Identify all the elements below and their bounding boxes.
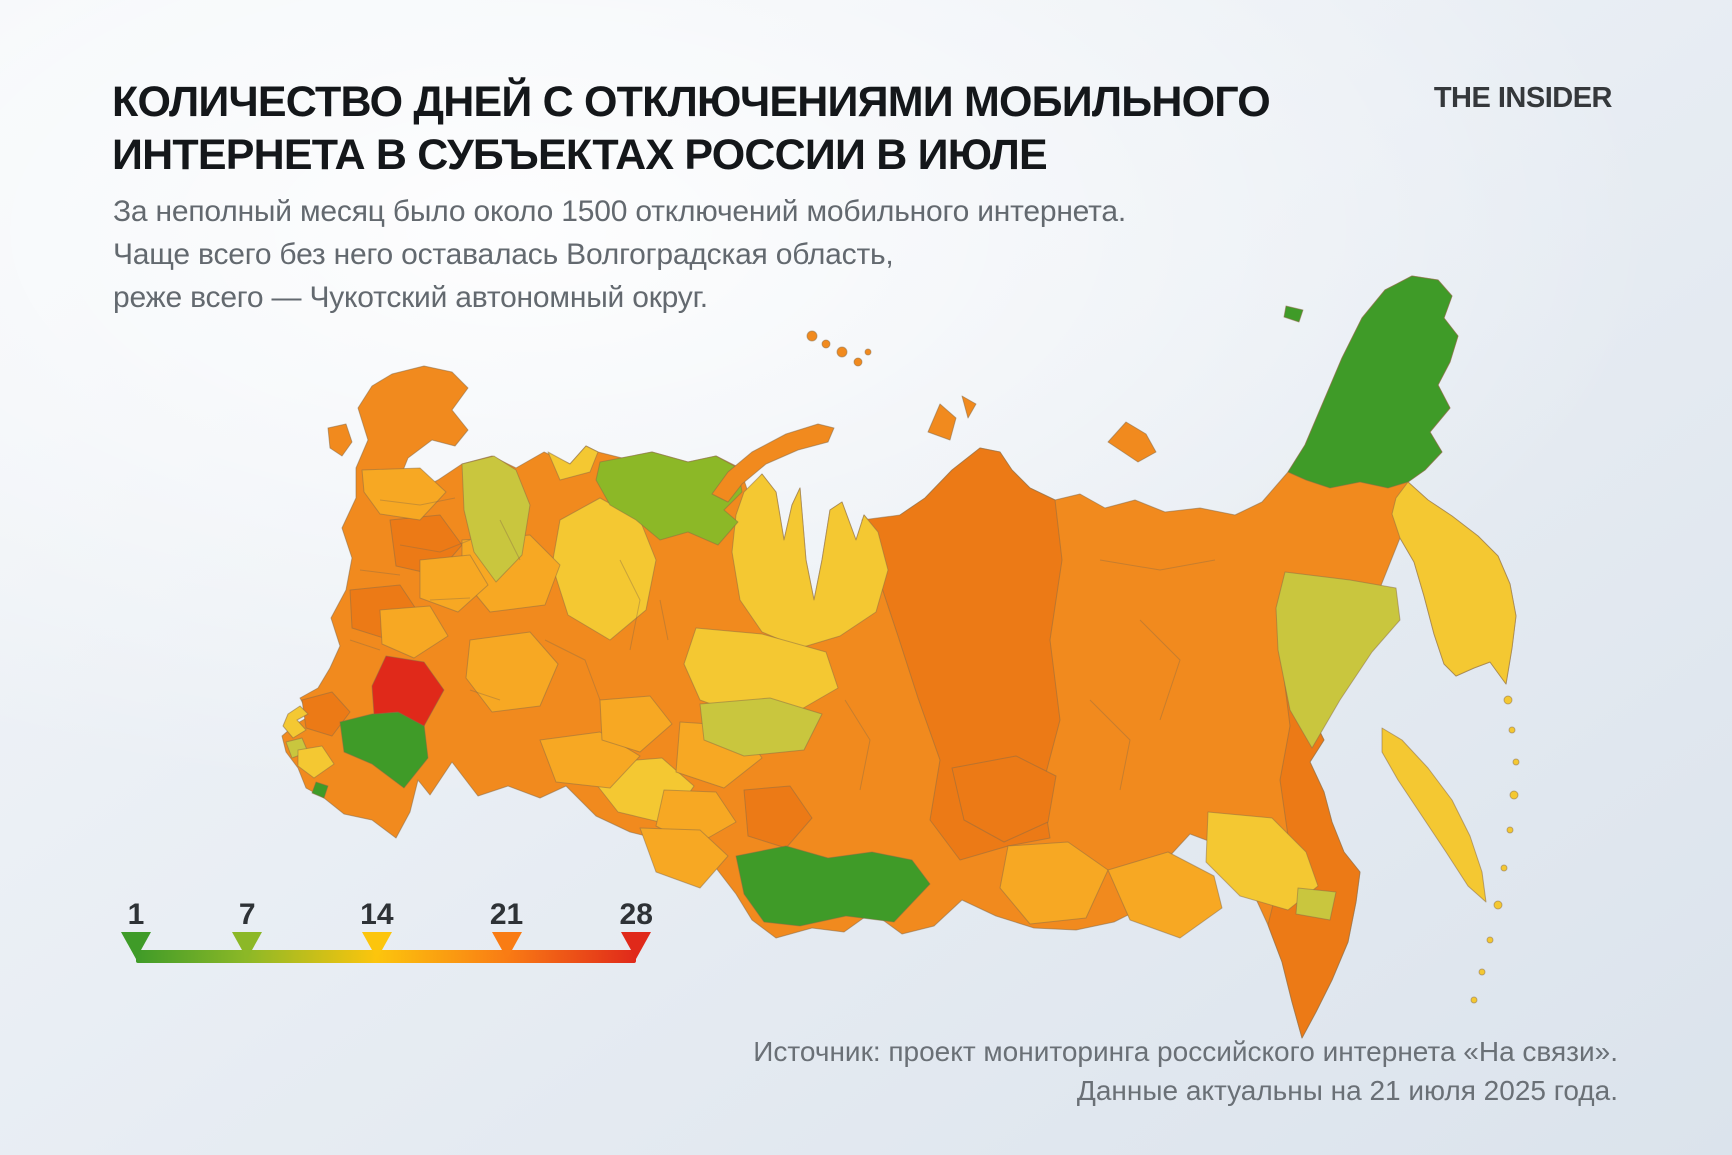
subtitle-line2: Чаще всего без него оставалась Волгоград…	[113, 238, 894, 271]
island-wrangel	[1283, 305, 1304, 323]
legend-marker-triangle	[361, 932, 392, 959]
region-volga	[465, 631, 559, 713]
subtitle: За неполный месяц было около 1500 отключ…	[113, 190, 1126, 319]
region-altai-tyva	[735, 845, 931, 927]
legend-value: 1	[127, 898, 145, 931]
page-title-line2: ИНТЕРНЕТА В СУБЪЕКТАХ РОССИИ В ИЮЛЕ	[112, 131, 1048, 179]
region-arkhangelsk-coast	[547, 445, 599, 481]
region-zabaikalsky	[1107, 851, 1223, 939]
region-volgograd	[371, 655, 445, 727]
region-border-lines	[349, 497, 1216, 791]
source-note: Источник: проект мониторинга российского…	[753, 1032, 1618, 1110]
islands-kurils	[1470, 695, 1520, 1004]
the-insider-logo: THE INSIDER	[1433, 82, 1613, 114]
legend-value: 28	[619, 898, 653, 931]
region-khabarovsk	[1267, 639, 1361, 1039]
region-tomsk	[699, 697, 823, 757]
region-orenburg	[539, 731, 641, 789]
source-line2: Данные актуальны на 21 июля 2025 года.	[1076, 1075, 1618, 1106]
region-tver-patch	[419, 554, 489, 613]
region-chukotka	[1287, 275, 1459, 489]
region-saratov-patch	[379, 605, 449, 659]
legend-value: 7	[238, 898, 256, 931]
island-crimea	[282, 705, 309, 739]
region-altai-krai	[639, 827, 729, 889]
legend-value: 21	[489, 898, 524, 931]
source-line1: Источник: проект мониторинга российского…	[753, 1036, 1618, 1067]
region-leningrad	[361, 467, 447, 521]
region-kamchatka	[1391, 481, 1517, 685]
legend-marker-triangle	[121, 932, 151, 959]
island-severnaya-zemlya	[927, 395, 977, 441]
islands-franz-josef	[806, 330, 872, 367]
region-stavropol-yellow	[297, 745, 335, 779]
subtitle-line3: реже всего — Чукотский автономный округ.	[113, 281, 708, 314]
page-title-line1: КОЛИЧЕСТВО ДНЕЙ С ОТКЛЮЧЕНИЯМИ МОБИЛЬНОГ…	[112, 78, 1271, 126]
region-irkutsk	[951, 755, 1057, 843]
region-kemerovo	[743, 785, 813, 849]
island-kaliningrad	[327, 423, 353, 457]
island-new-siberian	[1107, 421, 1157, 463]
region-buryatia	[999, 841, 1109, 925]
island-novaya-zemlya	[711, 423, 835, 503]
region-nenets-ao	[595, 451, 743, 546]
legend-marker-triangle	[621, 932, 652, 959]
subtitle-line1: За неполный месяц было около 1500 отключ…	[113, 195, 1126, 228]
region-ossetia-dot	[311, 781, 329, 799]
region-chelyabinsk	[599, 695, 673, 753]
legend-marker-triangle	[232, 932, 263, 959]
island-sakhalin	[1381, 727, 1487, 903]
legend: 1 7 14 21 28	[121, 898, 653, 968]
region-yamal-nenets	[731, 473, 889, 649]
region-jewish-ao	[1295, 887, 1337, 921]
region-magadan	[1275, 571, 1401, 749]
legend-value: 14	[360, 898, 394, 931]
region-karelia	[461, 455, 531, 583]
legend-marker-triangle	[491, 932, 522, 959]
page-title: КОЛИЧЕСТВО ДНЕЙ С ОТКЛЮЧЕНИЯМИ МОБИЛЬНОГ…	[112, 76, 1271, 182]
